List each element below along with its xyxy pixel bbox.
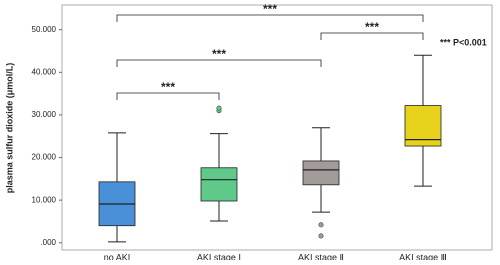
significance-label: *** [212,47,226,61]
x-tick-label: AKI stage Ⅲ [399,252,447,260]
significance-label: *** [263,2,277,16]
significance-bracket [320,32,424,40]
significance-bracket [116,59,322,67]
y-tick-label: 50.000 [32,25,57,34]
outlier [318,233,324,239]
x-tick-label: AKI stage Ⅱ [298,252,344,260]
box [200,167,238,202]
outlier [318,222,324,228]
x-tick-label: AKI stage Ⅰ [197,252,241,260]
significance-label: *** [161,80,175,94]
box [302,160,340,186]
y-axis-label: plasma sulfur dioxide (μmol/L) [4,63,14,194]
x-tick-label: no AKI [104,252,131,260]
y-tick-label: 40.000 [32,67,57,76]
y-tick-label: 10.000 [32,195,57,204]
significance-bracket [116,14,424,22]
plot-frame [61,4,493,251]
significance-label: *** [365,20,379,34]
y-tick-label: .000 [40,238,56,247]
significance-bracket [116,92,220,100]
y-tick-label: 30.000 [32,110,57,119]
p-value-note: *** P<0.001 [440,37,487,47]
y-tick-label: 20.000 [32,153,57,162]
outlier [216,105,222,111]
